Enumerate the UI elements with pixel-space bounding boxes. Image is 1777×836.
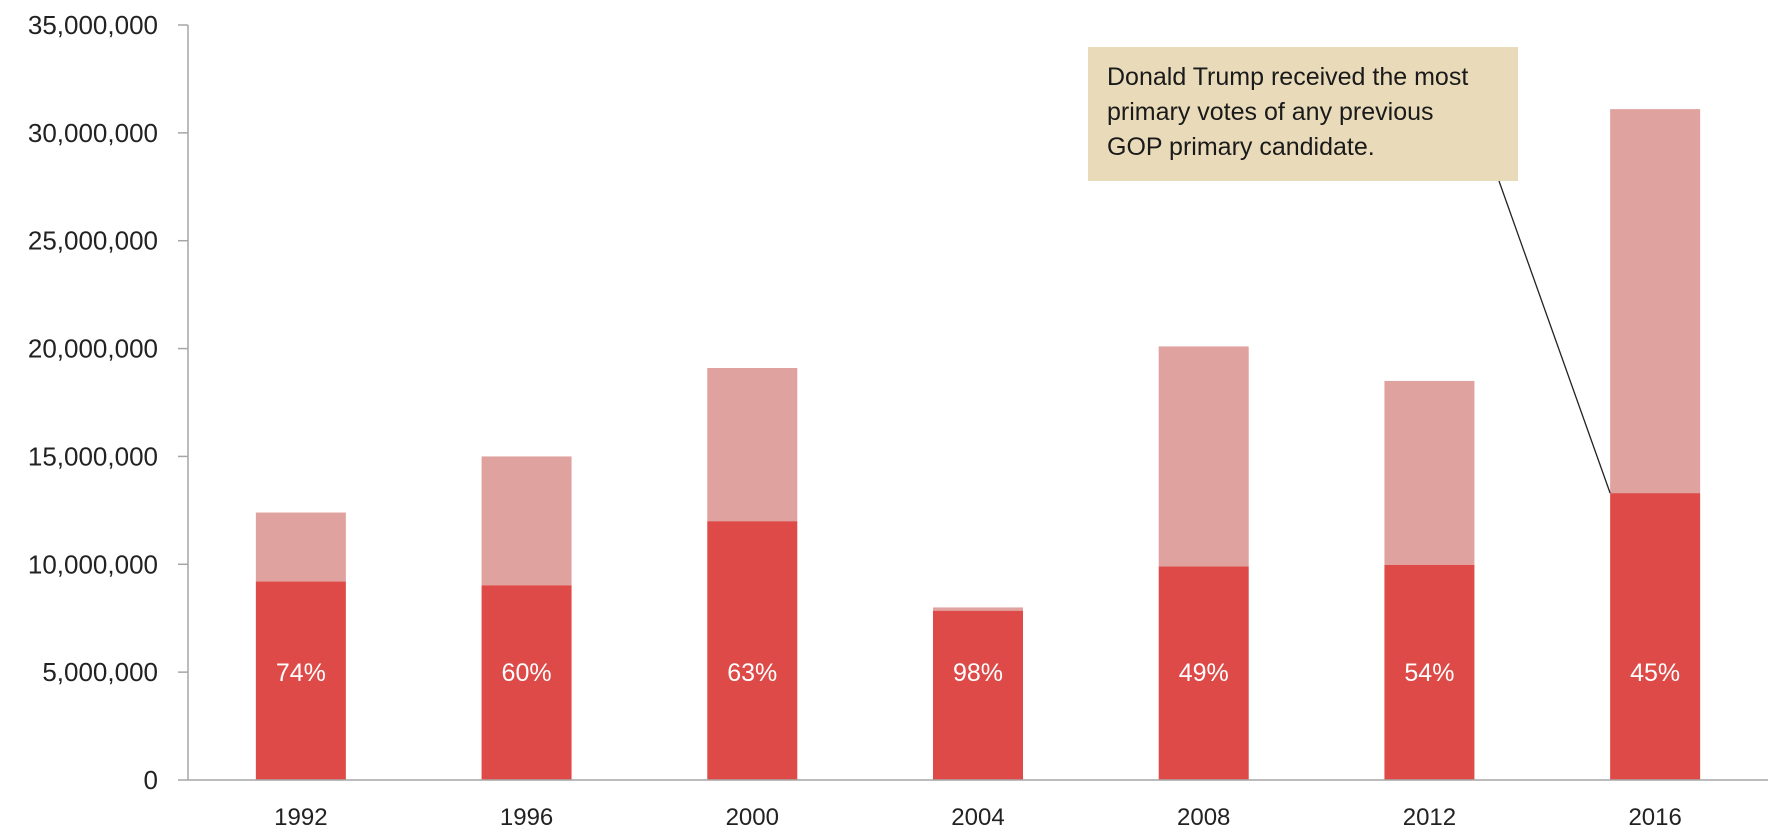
annotation-text-line: Donald Trump received the most [1107, 63, 1468, 91]
x-tick-label: 2008 [1177, 804, 1230, 831]
y-tick-label: 25,000,000 [28, 226, 158, 256]
bar-segment-other [1610, 109, 1701, 494]
annotation-text-line: GOP primary candidate. [1107, 133, 1375, 161]
y-tick-label: 15,000,000 [28, 441, 158, 471]
bar-segment-winner [1384, 564, 1475, 780]
bar-segment-other [1384, 380, 1475, 565]
x-tick-label: 2000 [726, 804, 779, 831]
y-tick-label: 35,000,000 [28, 10, 158, 40]
bar-segment-other [933, 607, 1023, 611]
bar-segment-winner [1610, 493, 1701, 780]
bar-segment-other [1158, 346, 1249, 567]
annotation-box [1088, 47, 1518, 181]
bar-segment-other [481, 456, 572, 586]
x-tick-label: 1992 [274, 804, 327, 831]
bar-segment-other [255, 512, 346, 582]
bar-percent-label: 49% [1179, 659, 1229, 687]
bar-segment-winner [481, 585, 572, 780]
bars: 74% 60% 63% 98% 49% 54% 45% [255, 109, 1701, 780]
x-axis: 1992 1996 2000 2004 2008 2012 2016 [188, 779, 1768, 831]
x-tick-label: 1996 [500, 804, 553, 831]
bar-percent-label: 45% [1630, 659, 1680, 687]
y-tick-label: 0 [144, 765, 158, 795]
bar-percent-label: 63% [727, 659, 777, 687]
annotation-leader-line [1498, 180, 1611, 494]
bar-segment-winner [255, 581, 346, 780]
x-tick-label: 2016 [1628, 804, 1681, 831]
bar-segment-winner [707, 521, 798, 780]
bar-percent-label: 60% [502, 659, 552, 687]
bar-percent-label: 74% [276, 659, 326, 687]
bar-segment-other [707, 367, 798, 522]
y-tick-label: 5,000,000 [42, 657, 158, 687]
y-tick-label: 30,000,000 [28, 118, 158, 148]
x-tick-label: 2012 [1403, 804, 1456, 831]
y-tick-label: 20,000,000 [28, 334, 158, 364]
bar-percent-label: 54% [1404, 659, 1454, 687]
bar-segment-winner [933, 610, 1023, 780]
y-axis: 0 5,000,000 10,000,000 15,000,000 20,000,000… [28, 10, 189, 795]
annotation-text-line: primary votes of any previous [1107, 98, 1434, 126]
bar-percent-label: 98% [953, 659, 1003, 687]
x-tick-label: 2004 [951, 804, 1004, 831]
annotation-callout: Donald Trump received the most primary vo… [1088, 47, 1611, 494]
y-tick-label: 10,000,000 [28, 549, 158, 579]
bar-segment-winner [1158, 566, 1249, 780]
